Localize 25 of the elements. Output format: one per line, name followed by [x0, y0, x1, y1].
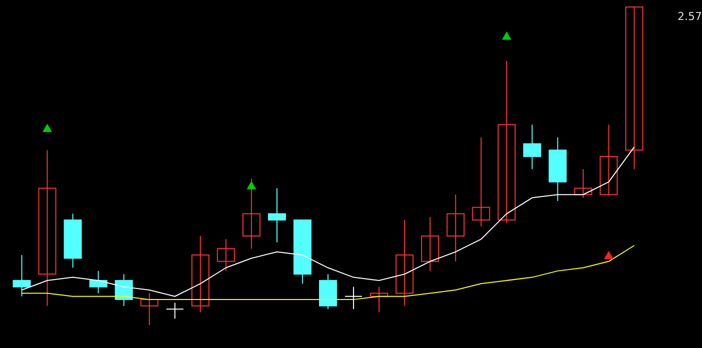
text: 2.57: [678, 10, 702, 23]
point: [246, 180, 256, 190]
candlestick: [191, 235, 210, 313]
candlestick: [89, 270, 108, 294]
candlestick: [268, 188, 286, 243]
candlestick: [114, 274, 133, 306]
candlestick: [472, 136, 490, 227]
candlestick: [344, 286, 363, 310]
point: [42, 124, 52, 132]
candlestick: [446, 194, 465, 262]
candlestick: [396, 220, 414, 306]
candlestick: [216, 238, 235, 272]
candlestick: [574, 168, 592, 198]
candlestick: [600, 124, 618, 196]
candlestick: [625, 6, 644, 170]
candlestick: [421, 216, 440, 272]
candlestick: [140, 292, 158, 326]
candlestick: [12, 254, 31, 297]
candlestick: [498, 60, 516, 224]
candlestick: [242, 178, 260, 250]
point: [604, 250, 614, 260]
point: [502, 32, 512, 40]
candlestick: [166, 302, 184, 320]
candlestick: [523, 124, 542, 170]
candlestick: [38, 150, 56, 306]
